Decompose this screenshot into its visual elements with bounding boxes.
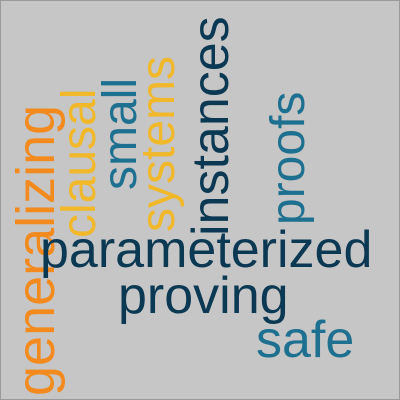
word-parameterized: parameterized [40,221,373,279]
word-systems: systems [132,55,185,232]
word-proving: proving [118,267,289,325]
word-instances: instances [182,16,240,236]
word-safe: safe [256,311,355,369]
word-proofs: proofs [262,91,315,225]
